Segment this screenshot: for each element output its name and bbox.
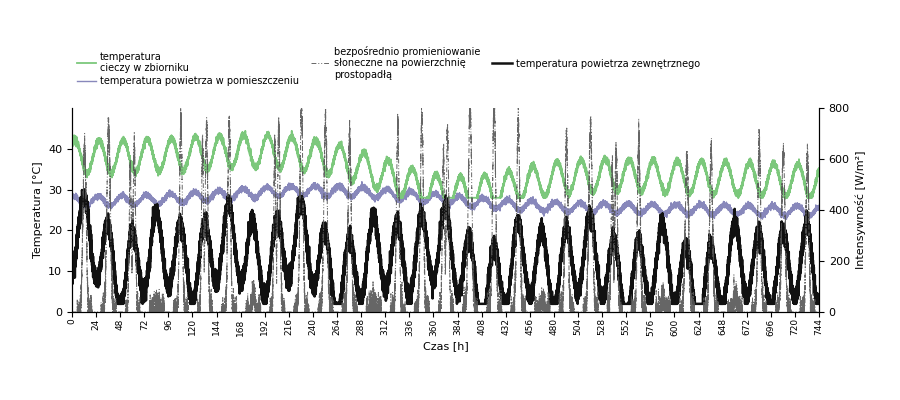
temperatura powietrza w pomieszczeniu <box>773 207 784 212</box>
temperatura
cieczy w zbiorniku <box>562 192 573 196</box>
Line: temperatura powietrza w pomieszczeniu: temperatura powietrza w pomieszczeniu <box>72 182 819 219</box>
temperatura powietrza zewnętrznego <box>311 272 322 277</box>
temperatura powietrza w pomieszczeniu <box>291 187 302 192</box>
temperatura powietrza w pomieszczeniu <box>781 217 792 222</box>
temperatura powietrza zewnętrznego <box>266 249 277 254</box>
temperatura powietrza w pomieszczeniu <box>562 210 573 214</box>
temperatura
cieczy w zbiorniku <box>266 142 277 147</box>
temperatura powietrza zewnętrznego <box>773 250 784 255</box>
temperatura powietrza w pomieszczeniu <box>266 191 277 196</box>
temperatura powietrza w pomieszczeniu <box>311 185 322 190</box>
X-axis label: Czas [h]: Czas [h] <box>423 341 468 351</box>
bezpośrednio promieniowanie
słoneczne na powierzchnię
prostopadłą <box>291 310 302 314</box>
temperatura
cieczy w zbiorniku <box>773 173 784 178</box>
temperatura powietrza zewnętrznego <box>814 302 824 306</box>
temperatura
cieczy w zbiorniku <box>286 128 297 133</box>
temperatura powietrza zewnętrznego <box>291 231 302 236</box>
temperatura powietrza w pomieszczeniu <box>356 179 367 184</box>
temperatura powietrza w pomieszczeniu <box>544 203 554 208</box>
temperatura
cieczy w zbiorniku <box>393 195 404 200</box>
temperatura powietrza zewnętrznego <box>67 281 77 286</box>
temperatura powietrza w pomieszczeniu <box>67 195 77 200</box>
bezpośrednio promieniowanie
słoneczne na powierzchnię
prostopadłą <box>773 299 784 304</box>
bezpośrednio promieniowanie
słoneczne na powierzchnię
prostopadłą <box>311 310 322 314</box>
temperatura
cieczy w zbiorniku <box>291 145 302 150</box>
temperatura
cieczy w zbiorniku <box>544 183 554 188</box>
bezpośrednio promieniowanie
słoneczne na powierzchnię
prostopadłą <box>562 213 573 218</box>
bezpośrednio promieniowanie
słoneczne na powierzchnię
prostopadłą <box>295 98 306 103</box>
temperatura powietrza w pomieszczeniu <box>814 204 824 208</box>
Y-axis label: Intensywność [W/m²]: Intensywność [W/m²] <box>855 151 867 269</box>
temperatura
cieczy w zbiorniku <box>311 139 322 144</box>
temperatura powietrza zewnętrznego <box>112 302 123 306</box>
Line: bezpośrednio promieniowanie
słoneczne na powierzchnię
prostopadłą: bezpośrednio promieniowanie słoneczne na… <box>72 100 819 312</box>
Legend: temperatura
cieczy w zbiorniku, temperatura powietrza w pomieszczeniu, bezpośred: temperatura cieczy w zbiorniku, temperat… <box>76 46 699 86</box>
bezpośrednio promieniowanie
słoneczne na powierzchnię
prostopadłą <box>67 310 77 314</box>
temperatura powietrza zewnętrznego <box>78 187 89 192</box>
bezpośrednio promieniowanie
słoneczne na powierzchnię
prostopadłą <box>544 310 554 314</box>
Line: temperatura powietrza zewnętrznego: temperatura powietrza zewnętrznego <box>72 190 819 304</box>
bezpośrednio promieniowanie
słoneczne na powierzchnię
prostopadłą <box>814 310 824 314</box>
Line: temperatura
cieczy w zbiorniku: temperatura cieczy w zbiorniku <box>72 131 819 198</box>
Y-axis label: Temperatura [°C]: Temperatura [°C] <box>32 162 42 258</box>
temperatura
cieczy w zbiorniku <box>67 142 77 147</box>
bezpośrednio promieniowanie
słoneczne na powierzchnię
prostopadłą <box>266 305 277 310</box>
temperatura
cieczy w zbiorniku <box>814 166 824 171</box>
temperatura powietrza zewnętrznego <box>562 235 573 240</box>
temperatura powietrza zewnętrznego <box>544 287 554 292</box>
